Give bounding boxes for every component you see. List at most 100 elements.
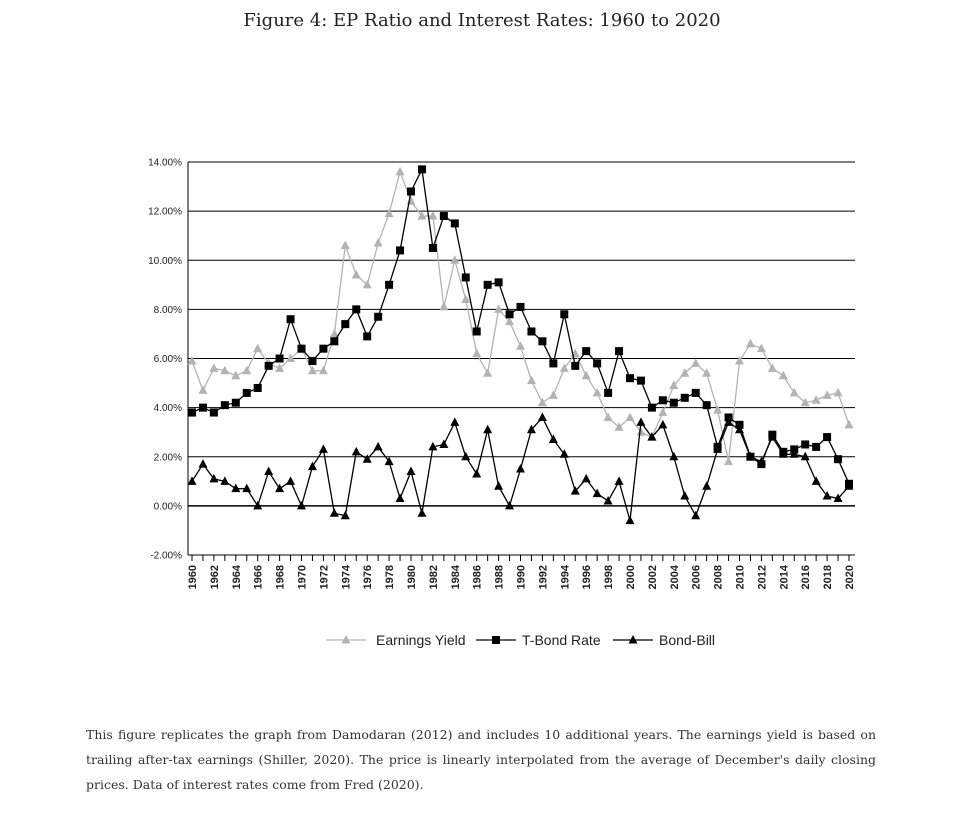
y-tick-label: 4.00% <box>154 403 182 414</box>
data-point-bond-bill <box>494 481 504 490</box>
data-point-earnings-yield <box>340 240 350 250</box>
data-point-bond-bill <box>669 451 679 461</box>
figure-caption: This figure replicates the graph from Da… <box>86 727 876 792</box>
data-point-bond-bill <box>537 412 547 421</box>
data-point-bond-bill <box>187 476 197 485</box>
data-point-t-bond-rate <box>680 393 689 402</box>
data-point-t-bond-rate <box>286 315 295 324</box>
x-tick-label: 2010 <box>735 565 747 589</box>
data-point-earnings-yield <box>724 456 734 466</box>
legend-marker <box>341 635 351 644</box>
data-point-bond-bill <box>428 441 438 451</box>
data-point-t-bond-rate <box>385 280 394 289</box>
data-point-t-bond-rate <box>461 273 470 282</box>
data-point-bond-bill <box>778 449 788 458</box>
data-point-t-bond-rate <box>505 310 514 319</box>
data-point-bond-bill <box>548 434 558 444</box>
data-point-bond-bill <box>559 449 569 458</box>
ep-ratio-chart: -2.00% 0.00% 2.00% 4.00% 6.00% 8.00% 10.00% 12.… <box>148 158 856 649</box>
data-point-bond-bill <box>340 510 350 520</box>
data-point-t-bond-rate <box>834 455 843 464</box>
data-point-earnings-yield <box>833 387 843 397</box>
data-point-t-bond-rate <box>352 305 361 314</box>
x-tick-label: 1966 <box>253 565 265 589</box>
data-point-bond-bill <box>822 491 832 500</box>
data-point-earnings-yield <box>439 301 449 311</box>
data-point-bond-bill <box>439 439 449 448</box>
x-tick-label: 2018 <box>822 565 834 589</box>
data-point-bond-bill <box>307 461 317 471</box>
data-point-bond-bill <box>789 449 799 458</box>
data-point-bond-bill <box>220 476 230 485</box>
data-point-earnings-yield <box>286 353 296 362</box>
x-tick-label: 2012 <box>756 565 768 589</box>
data-point-bond-bill <box>756 456 766 466</box>
legend-item-t-bond-rate: T-Bond Rate <box>476 632 601 648</box>
data-point-bond-bill <box>658 419 668 429</box>
y-tick-label: 14.00% <box>148 158 182 169</box>
data-point-t-bond-rate <box>494 278 503 287</box>
data-point-t-bond-rate <box>702 401 711 410</box>
data-point-bond-bill <box>680 491 690 500</box>
data-point-earnings-yield <box>680 368 690 377</box>
data-point-bond-bill <box>450 417 460 426</box>
series-bond-bill <box>187 412 854 525</box>
legend-label: T-Bond Rate <box>522 632 601 648</box>
x-tick-label: 1992 <box>537 565 549 589</box>
data-point-t-bond-rate <box>691 388 700 397</box>
data-point-bond-bill <box>329 508 339 517</box>
data-point-t-bond-rate <box>812 442 821 451</box>
x-tick-label: 1986 <box>472 565 484 589</box>
data-point-t-bond-rate <box>242 388 251 397</box>
y-tick-label: -2.00% <box>150 551 182 562</box>
x-tick-label: 1960 <box>187 565 199 589</box>
data-point-earnings-yield <box>450 255 460 264</box>
data-point-earnings-yield <box>198 385 208 394</box>
data-point-t-bond-rate <box>330 337 339 346</box>
data-point-bond-bill <box>603 495 613 505</box>
data-point-earnings-yield <box>209 363 219 372</box>
x-tick-label: 2014 <box>778 564 790 589</box>
y-tick-label: 10.00% <box>148 256 182 267</box>
x-tick-label: 2000 <box>625 565 637 589</box>
data-point-earnings-yield <box>220 365 230 375</box>
data-point-earnings-yield <box>494 304 504 313</box>
x-tick-label: 1998 <box>603 565 615 589</box>
data-point-bond-bill <box>800 451 810 461</box>
data-point-bond-bill <box>636 417 646 426</box>
data-point-earnings-yield <box>745 338 755 348</box>
data-point-earnings-yield <box>329 328 339 338</box>
series-t-bond-rate <box>188 165 853 488</box>
x-tick-label: 2008 <box>713 565 725 589</box>
data-point-t-bond-rate <box>407 187 415 196</box>
x-tick-label: 1974 <box>340 564 352 589</box>
x-tick-label: 1990 <box>516 565 528 589</box>
data-point-t-bond-rate <box>527 327 536 336</box>
data-point-earnings-yield <box>461 294 471 304</box>
data-point-earnings-yield <box>526 375 536 385</box>
data-point-bond-bill <box>526 424 536 434</box>
data-point-earnings-yield <box>592 387 602 397</box>
x-tick-label: 1980 <box>406 565 418 589</box>
data-point-bond-bill <box>625 515 635 525</box>
data-point-earnings-yield <box>384 208 394 218</box>
data-point-earnings-yield <box>603 412 613 421</box>
data-point-earnings-yield <box>417 211 427 220</box>
legend-label: Earnings Yield <box>376 632 466 648</box>
data-point-earnings-yield <box>625 412 635 421</box>
data-point-t-bond-rate <box>363 332 372 341</box>
y-tick-label: 6.00% <box>154 354 182 365</box>
data-point-t-bond-rate <box>636 376 645 385</box>
data-point-earnings-yield <box>756 343 766 353</box>
data-point-bond-bill <box>614 476 624 485</box>
data-point-t-bond-rate <box>319 344 328 353</box>
legend-item-earnings-yield: Earnings Yield <box>326 632 466 648</box>
x-tick-label: 1982 <box>428 565 440 589</box>
x-axis-ticks: 1960 1962 1964 1966 1968 1970 1972 1974 1976 1978… <box>187 555 856 589</box>
x-tick-label: 1962 <box>209 565 221 589</box>
data-point-bond-bill <box>384 456 394 466</box>
data-point-earnings-yield <box>483 368 493 377</box>
data-point-bond-bill <box>745 451 755 461</box>
data-point-earnings-yield <box>428 211 438 220</box>
data-point-earnings-yield <box>636 427 646 436</box>
